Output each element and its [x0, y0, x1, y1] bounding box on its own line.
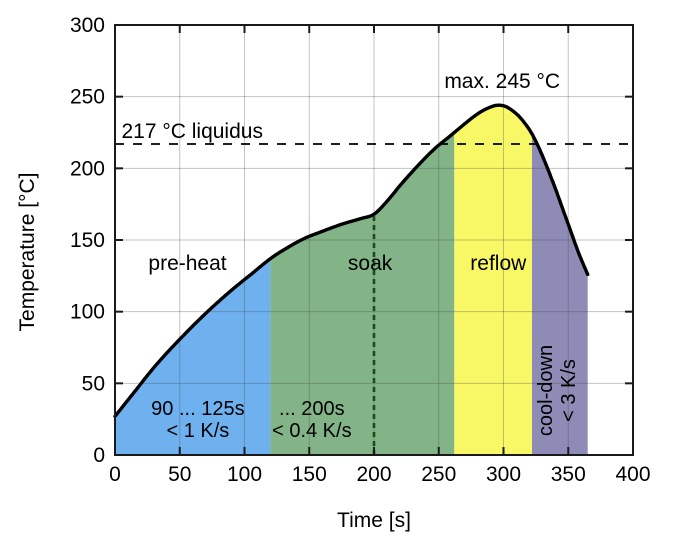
- phase-label-pre-heat: pre-heat: [148, 252, 226, 275]
- temperature-curve: [113, 103, 590, 418]
- x-tick-label-200: 200: [356, 463, 391, 486]
- phase-area-pre-heat: [115, 258, 271, 455]
- x-tick-label-0: 0: [109, 463, 121, 486]
- y-tick-label-300: 300: [70, 14, 105, 37]
- phase-label-soak: soak: [348, 252, 393, 275]
- phase-note-soak-line1: ... 200s: [279, 398, 345, 420]
- y-tick-label-50: 50: [82, 372, 105, 395]
- y-tick-label-150: 150: [70, 229, 105, 252]
- liquidus-label: 217 °C liquidus: [121, 120, 262, 143]
- phase-note-pre-heat-line1: 90 ... 125s: [151, 398, 244, 420]
- y-tick-label-0: 0: [93, 444, 105, 467]
- phase-note-pre-heat-line2: < 1 K/s: [166, 420, 229, 442]
- y-tick-label-250: 250: [70, 86, 105, 109]
- x-tick-label-350: 350: [551, 463, 586, 486]
- y-tick-label-200: 200: [70, 157, 105, 180]
- phase-notes-cool-down: cool-down< 3 K/s: [535, 345, 580, 436]
- phase-area-reflow: [454, 105, 532, 455]
- x-tick-label-100: 100: [227, 463, 262, 486]
- x-tick-label-400: 400: [615, 463, 650, 486]
- phase-area-cool-down: [532, 133, 588, 455]
- x-axis-title: Time [s]: [337, 509, 411, 532]
- phase-note-soak-line2: < 0.4 K/s: [272, 420, 352, 442]
- x-tick-label-150: 150: [292, 463, 327, 486]
- x-tick-label-50: 50: [168, 463, 191, 486]
- y-axis-title: Temperature [°C]: [16, 173, 39, 332]
- x-tick-label-300: 300: [486, 463, 521, 486]
- x-tick-label-250: 250: [421, 463, 456, 486]
- peak-temperature-label: max. 245 °C: [444, 70, 560, 93]
- y-tick-label-100: 100: [70, 301, 105, 324]
- phase-label-reflow: reflow: [470, 252, 527, 275]
- phase-area-soak: [270, 132, 455, 455]
